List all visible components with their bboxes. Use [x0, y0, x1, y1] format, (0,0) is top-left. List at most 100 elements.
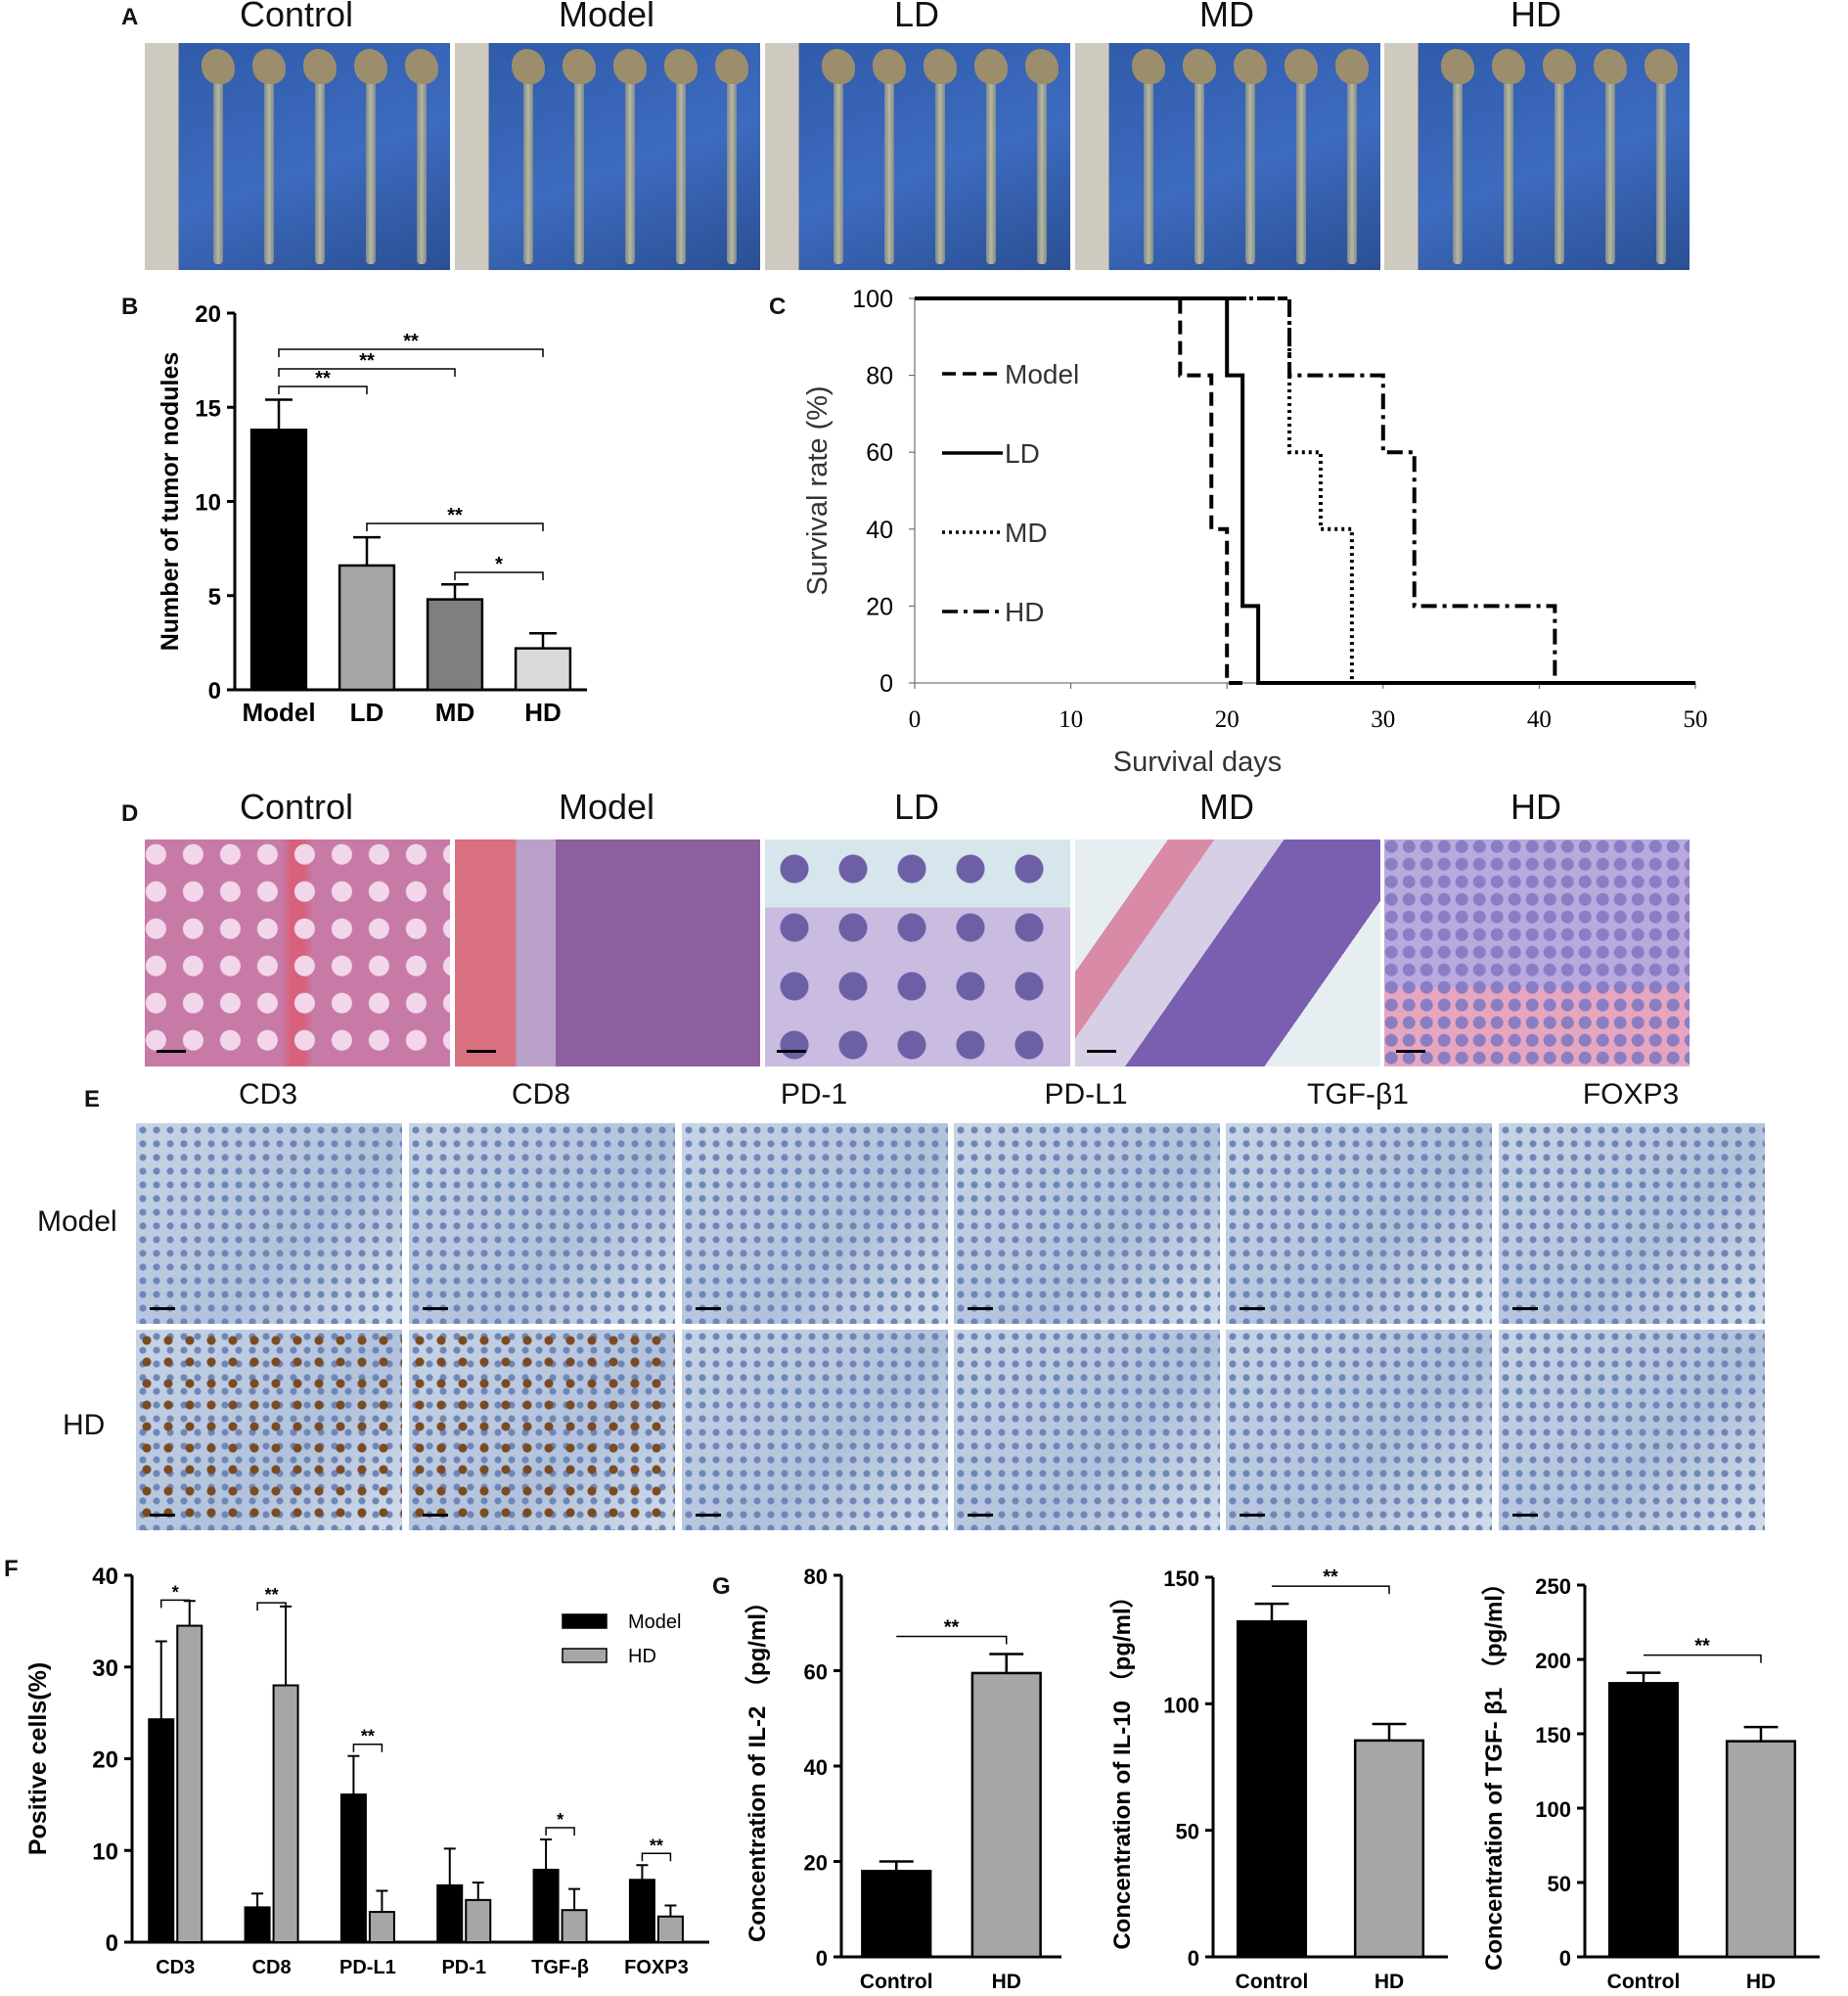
scale-bar	[467, 1050, 496, 1053]
y-tick-label: 100	[852, 286, 893, 313]
significance-bracket	[256, 1602, 287, 1611]
category-label: HD	[1746, 1971, 1776, 1993]
category-label: HD	[524, 698, 562, 727]
cecum	[664, 49, 698, 84]
stain-title-2: PD-1	[780, 1078, 848, 1111]
significance-bracket	[454, 571, 544, 580]
cecum	[512, 49, 545, 84]
colon-body	[834, 78, 843, 264]
photo-title-4: HD	[1510, 0, 1561, 34]
colon-body	[1144, 78, 1153, 264]
significance-label: **	[1323, 1566, 1338, 1588]
colon-body	[1245, 78, 1255, 264]
y-tick-label: 0	[879, 670, 893, 698]
significance-bracket	[545, 1827, 575, 1836]
y-tick-label: 150	[1535, 1723, 1571, 1747]
cecum	[873, 49, 906, 84]
photo-title-0: Control	[239, 0, 354, 34]
scale-bar	[968, 1514, 993, 1517]
x-tick-label: 10	[1059, 706, 1083, 733]
legend-label: LD	[1005, 438, 1040, 469]
y-axis-label: Concentration of IL-2 （pg/ml）	[744, 1590, 771, 1942]
significance-label: **	[1694, 1636, 1710, 1657]
x-tick-label: 30	[1371, 706, 1395, 733]
significance-label: **	[447, 505, 463, 526]
y-tick-label: 0	[208, 678, 221, 704]
x-axis-label: Survival days	[1113, 747, 1282, 778]
y-tick-label: 80	[866, 363, 893, 390]
significance-label: **	[650, 1836, 663, 1855]
cecum	[1441, 49, 1474, 84]
legend-swatch-HD	[562, 1648, 608, 1663]
he-title-3: MD	[1199, 787, 1254, 827]
cecum	[405, 49, 438, 84]
series-line-MD	[915, 296, 1354, 683]
specimen-photo-0	[145, 43, 450, 270]
cecum	[1234, 49, 1267, 84]
colon-body	[625, 78, 635, 264]
chart-g-il2: 0 20 40 60 80 Concentration of IL-2 （pg/ml） Co…	[744, 1565, 1061, 1993]
significance-bracket	[278, 368, 456, 377]
ihc-photo	[136, 1123, 402, 1324]
bar-Model-PD-1	[436, 1883, 464, 1943]
ihc-row-label-0: Model	[37, 1205, 117, 1238]
cecum	[1025, 49, 1059, 84]
colon-body	[1656, 78, 1666, 264]
bar-Model-CD8	[244, 1906, 271, 1943]
ruler	[145, 43, 179, 270]
legend-swatch-Model	[562, 1613, 608, 1629]
cecum	[715, 49, 748, 84]
ihc-photo	[409, 1330, 675, 1530]
cecum	[303, 49, 337, 84]
cecum	[354, 49, 387, 84]
specimen-photo-2	[765, 43, 1070, 270]
x-tick-label: 50	[1684, 706, 1708, 733]
chart-f-positive-cells: 0 10 20 30 40 Positive cells(%) CD3 * CD8 ** PD-L1…	[24, 1564, 709, 1978]
cecum	[924, 49, 957, 84]
scale-bar	[696, 1307, 721, 1310]
photo-title-2: LD	[893, 0, 940, 34]
y-tick-label: 100	[1163, 1693, 1199, 1717]
y-tick-label: 60	[866, 439, 893, 467]
stain-title-4: TGF-β1	[1307, 1078, 1409, 1111]
significance-bracket	[1644, 1654, 1762, 1663]
significance-bracket	[278, 348, 544, 357]
y-tick-label: 0	[106, 1930, 118, 1957]
significance-bracket	[352, 1743, 383, 1752]
cecum	[613, 49, 647, 84]
significance-label: **	[315, 368, 331, 389]
legend-label: HD	[1005, 597, 1044, 627]
bar-HD-CD3	[176, 1624, 203, 1943]
significance-label: **	[359, 350, 375, 372]
category-label: LD	[350, 698, 384, 727]
significance-label: **	[361, 1727, 375, 1746]
cecum	[1594, 49, 1627, 84]
colon-body	[727, 78, 737, 264]
cecum	[563, 49, 596, 84]
cecum	[1645, 49, 1678, 84]
chart-c-survival: 0 20 40 60 80 100 0 10 20 30 40 50 Survival rate (%)…	[802, 286, 1708, 778]
y-tick-label: 30	[92, 1656, 118, 1682]
significance-bracket	[1272, 1585, 1390, 1595]
he-photo-3	[1075, 839, 1380, 1066]
category-label: PD-L1	[339, 1957, 396, 1978]
stain-title-3: PD-L1	[1044, 1078, 1128, 1111]
colon-body	[213, 78, 223, 264]
he-photo-0	[145, 839, 450, 1066]
y-tick-label: 20	[804, 1851, 828, 1876]
ihc-photo	[954, 1123, 1220, 1324]
bar-Model-FOXP3	[628, 1879, 655, 1943]
chart-g-tgfb1: 0 50 100 150 200 250 Concentration of TGF- β1 …	[1481, 1571, 1820, 1993]
legend-label: MD	[1005, 518, 1048, 548]
y-axis-label: Survival rate (%)	[802, 386, 834, 595]
colon-body	[1555, 78, 1564, 264]
bar-Model-TGF-β	[532, 1868, 560, 1943]
panel-b-letter: B	[121, 294, 139, 320]
category-label: HD	[1375, 1971, 1404, 1993]
bar-Control	[1236, 1620, 1308, 1959]
colon-body	[1347, 78, 1357, 264]
cecum	[1285, 49, 1318, 84]
colon-body	[523, 78, 533, 264]
ihc-photo	[1226, 1123, 1492, 1324]
colon-body	[935, 78, 945, 264]
